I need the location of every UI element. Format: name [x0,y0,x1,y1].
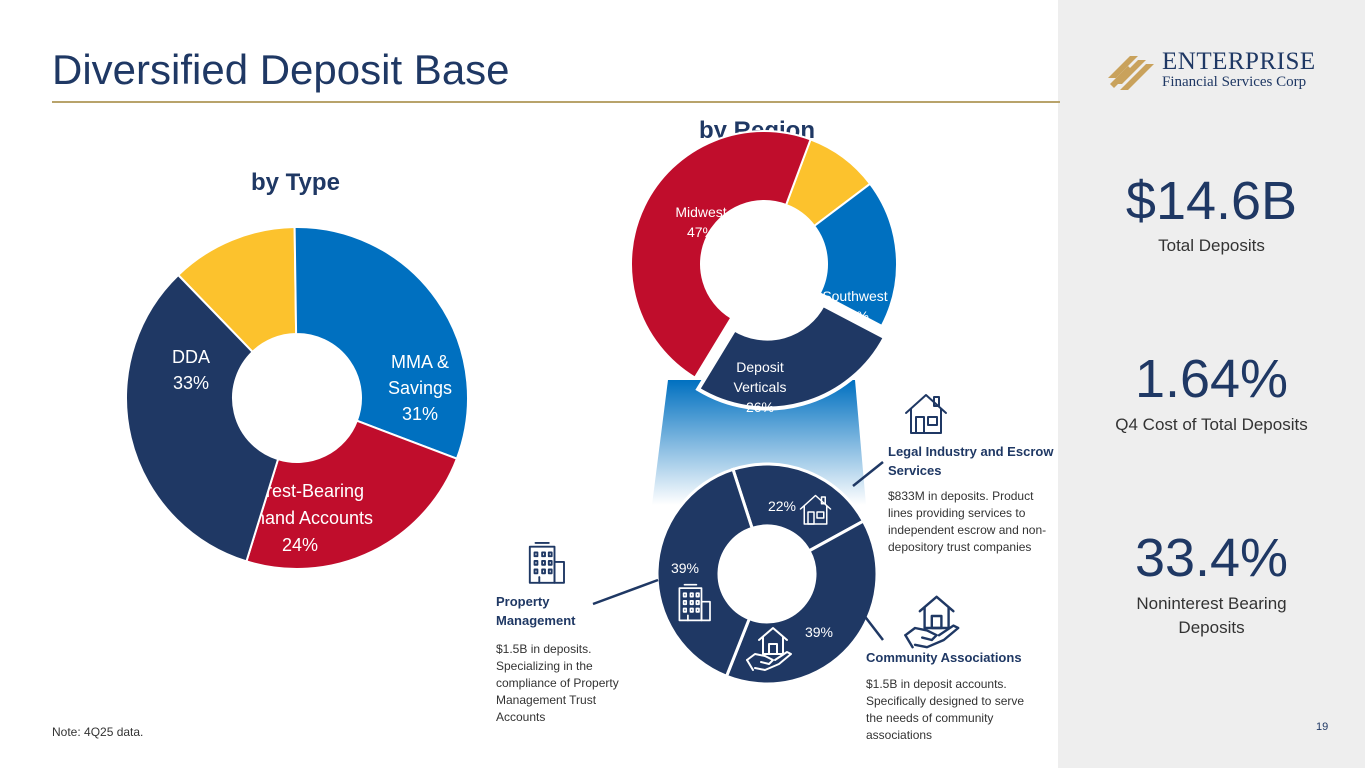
slice-label-legal-industry-and-escrow-services: 22% [768,498,796,514]
house-icon [905,394,947,434]
property-slice-building-icon [678,583,711,622]
slice-dda [125,273,280,563]
slice-label-property-management: 39% [671,560,699,576]
slice-label-dda: DDA 33% [172,347,210,393]
summary-panel [1058,0,1365,768]
slice-label-community-associations: 39% [805,624,833,640]
house-in-hand-icon [904,595,960,649]
slice-legal-industry-and-escrow-services [731,462,866,553]
stat-noninterest-label: Noninterest Bearing Deposits [1136,594,1287,637]
slice-property-management [655,467,755,679]
title-divider [52,101,1060,103]
stat-noninterest-value: 33.4% [1134,528,1289,588]
slice-community-associations [724,518,879,686]
by-type-heading: by Type [251,169,340,196]
stat-cost-value: 1.64% [1134,349,1289,409]
stat-total-deposits-label: Total Deposits [1158,236,1265,255]
community-associations-title: Community Associations [866,650,1022,665]
slice-mma-savings [293,226,469,461]
legal-escrow-title: Legal Industry and Escrow Services [888,444,1054,478]
legal-slice-house-icon [799,494,832,525]
footnote: Note: 4Q25 data. [52,725,144,739]
legal-escrow-desc: $833M in deposits. Product lines providi… [888,489,1047,554]
stat-total-deposits-value: $14.6B [1125,171,1298,231]
building-icon [528,541,565,584]
slice-interest-bearing-demand-accounts [245,419,459,570]
stat-cost-label: Q4 Cost of Total Deposits [1115,415,1308,434]
slice-label-mma-savings: MMA & Savings 31% [388,352,452,424]
page-title: Diversified Deposit Base [52,46,510,93]
logo-tagline: Financial Services Corp [1162,74,1307,90]
leader-legal [852,461,884,487]
slice-southwest [812,182,898,328]
property-management-desc: $1.5B in deposits. Specializing in the c… [496,642,619,724]
leader-community [862,613,884,641]
logo-wordmark: ENTERPRISE [1162,48,1316,75]
slice-label-deposit-verticals: Deposit Verticals 26% [734,359,787,415]
slice-label-midwest: Midwest 47% [675,204,726,240]
page-number: 19 [1316,721,1329,733]
community-associations-desc: $1.5B in deposit accounts. Specifically … [866,677,1025,742]
logo-mark-icon [1108,56,1154,90]
community-slice-hand-icon [746,627,792,671]
leader-property [592,578,659,606]
slice-deposit-verticals [695,302,888,411]
property-management-title: Property Management [496,594,576,628]
slice-midwest [630,130,812,380]
